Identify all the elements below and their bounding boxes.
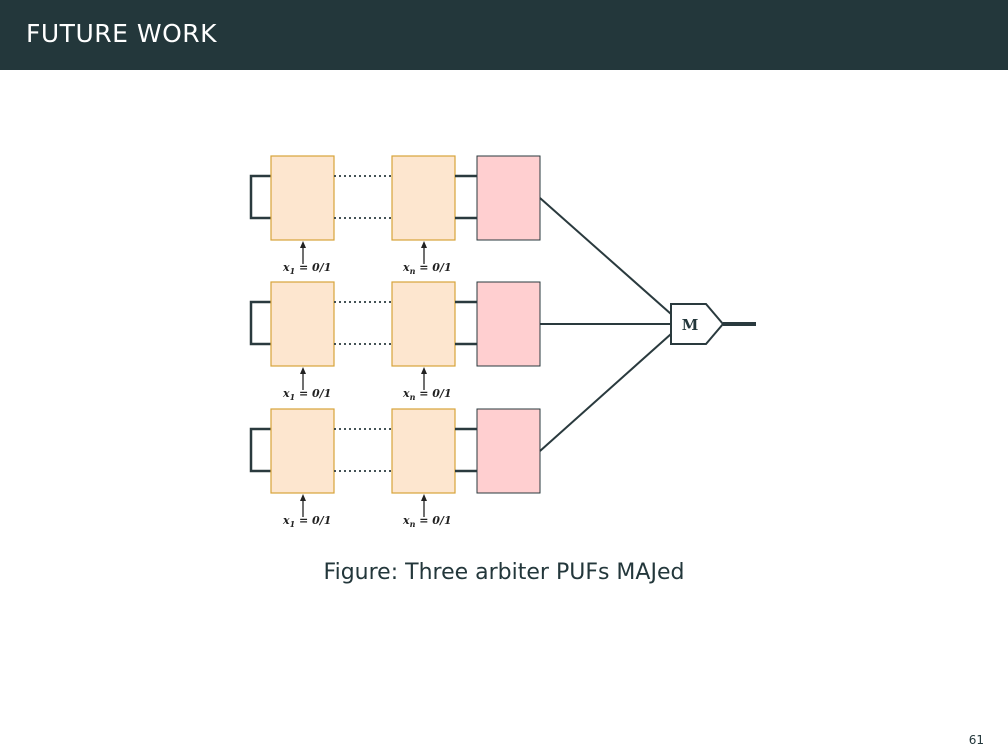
challenge-arrowhead-first: [300, 367, 306, 374]
stage-box-last: [391, 281, 456, 367]
arbiter-box: [476, 281, 541, 367]
challenge-arrowhead-first: [300, 241, 306, 248]
challenge-label-first: x1 = 0/1: [282, 514, 331, 529]
puf-row-2: x1 = 0/1 xn = 0/1: [249, 281, 671, 402]
input-loop: [249, 300, 271, 346]
caption-prefix: Figure:: [323, 560, 399, 585]
stage-box-last: [391, 408, 456, 494]
input-loop: [249, 427, 271, 473]
slide-title: FUTURE WORK: [26, 19, 218, 48]
stage-box-first: [270, 155, 335, 241]
challenge-label-last: xn = 0/1: [402, 387, 452, 402]
challenge-arrowhead-last: [421, 241, 427, 248]
caption-text: Three arbiter PUFs MAJed: [405, 560, 685, 585]
puf-row-1: x1 = 0/1 xn = 0/1: [249, 155, 672, 315]
challenge-label-first: x1 = 0/1: [282, 261, 331, 276]
input-loop: [249, 174, 271, 220]
figure-caption: Figure: Three arbiter PUFs MAJed: [0, 560, 1008, 585]
majority-gate-shape: [670, 303, 725, 345]
challenge-label-last: xn = 0/1: [402, 261, 452, 276]
arbiter-output-line: [539, 333, 672, 452]
stage-box-first: [270, 408, 335, 494]
arbiter-puf-diagram: x1 = 0/1 xn = 0/1x1 = 0/1 xn = 0/1x1 = 0/1…: [249, 155, 756, 529]
challenge-label-last: xn = 0/1: [402, 514, 452, 529]
stage-box-last: [391, 155, 456, 241]
arbiter-output-line: [539, 197, 672, 315]
majority-gate-label: M: [682, 316, 699, 334]
page-number: 61: [968, 733, 984, 747]
title-bar: FUTURE WORK: [0, 0, 1008, 70]
puf-row-3: x1 = 0/1 xn = 0/1: [249, 333, 672, 529]
challenge-label-first: x1 = 0/1: [282, 387, 331, 402]
challenge-arrowhead-last: [421, 494, 427, 501]
arbiter-box: [476, 155, 541, 241]
arbiter-box: [476, 408, 541, 494]
challenge-arrowhead-first: [300, 494, 306, 501]
majority-gate: M: [670, 303, 756, 345]
puf-rows: x1 = 0/1 xn = 0/1x1 = 0/1 xn = 0/1x1 = 0/1…: [249, 155, 672, 529]
stage-box-first: [270, 281, 335, 367]
challenge-arrowhead-last: [421, 367, 427, 374]
